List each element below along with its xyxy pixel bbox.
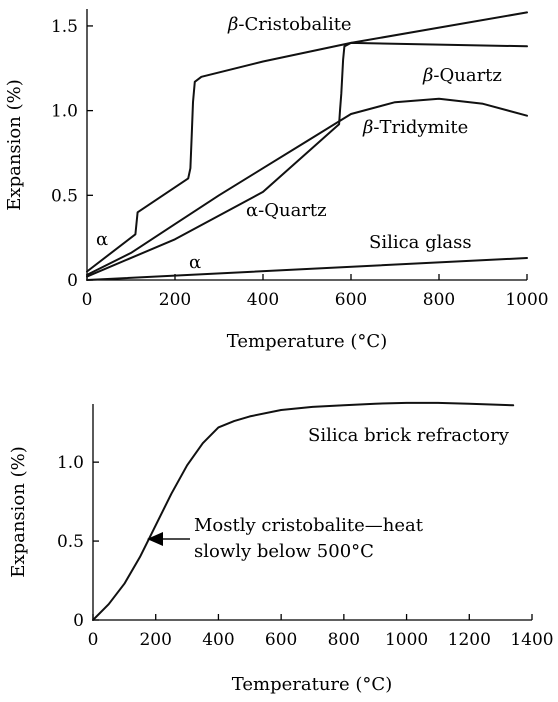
bottom-y-tick-label: 0 bbox=[73, 611, 84, 631]
label-silica-glass: Silica glass bbox=[369, 232, 472, 253]
bottom-x-ticks: 0 200 400 600 800 1000 1200 1400 bbox=[88, 614, 554, 650]
label-beta-cristobalite-name: -Cristobalite bbox=[238, 14, 351, 35]
label-beta-tridymite-prefix: β bbox=[362, 117, 373, 138]
top-y-tick-label: 1.0 bbox=[51, 102, 78, 122]
bottom-x-tick-label: 1000 bbox=[385, 630, 428, 650]
bottom-series-line-silica-brick-refractory bbox=[92, 401, 515, 621]
top-x-tick-label: 1000 bbox=[505, 290, 548, 310]
bottom-x-tick-label: 0 bbox=[88, 630, 99, 650]
bottom-x-tick-label: 1200 bbox=[448, 630, 491, 650]
top-x-axis-label: Temperature (°C) bbox=[227, 331, 387, 352]
label-beta-quartz: β-Quartz bbox=[422, 65, 502, 86]
top-x-tick-label: 600 bbox=[335, 290, 367, 310]
top-x-ticks: 0 200 400 600 800 1000 bbox=[82, 274, 549, 310]
note-arrow-head bbox=[147, 532, 163, 546]
bottom-x-tick-label: 1400 bbox=[510, 630, 553, 650]
label-beta-tridymite-name: -Tridymite bbox=[373, 117, 468, 138]
top-x-tick-label: 400 bbox=[247, 290, 279, 310]
label-beta-quartz-prefix: β bbox=[422, 65, 433, 86]
bottom-series-group bbox=[92, 401, 515, 621]
label-beta-tridymite: β-Tridymite bbox=[362, 117, 468, 138]
bottom-x-tick-label: 600 bbox=[265, 630, 297, 650]
bottom-y-tick-label: 1.0 bbox=[57, 453, 84, 473]
label-silica-brick: Silica brick refractory bbox=[308, 425, 510, 446]
top-y-tick-label: 0.5 bbox=[51, 186, 78, 206]
top-y-tick-label: 1.5 bbox=[51, 17, 78, 37]
top-y-axis-label: Expansion (%) bbox=[4, 79, 25, 210]
bottom-x-tick-label: 400 bbox=[202, 630, 234, 650]
top-series-line-silica-glass bbox=[86, 257, 528, 281]
top-y-ticks: 0 0.5 1.0 1.5 bbox=[51, 17, 93, 291]
note-line-2: slowly below 500°C bbox=[194, 541, 374, 562]
bottom-y-axis-label: Expansion (%) bbox=[8, 446, 29, 577]
top-x-tick-label: 0 bbox=[82, 290, 93, 310]
chart-top: 0 0.5 1.0 1.5 0 200 400 600 800 1000 Temperature… bbox=[4, 9, 549, 352]
top-x-tick-label: 800 bbox=[423, 290, 455, 310]
note-line-1: Mostly cristobalite—heat bbox=[194, 515, 424, 536]
bottom-x-tick-label: 800 bbox=[328, 630, 360, 650]
label-alpha-quartz: α-Quartz bbox=[246, 200, 327, 221]
bottom-y-ticks: 0 0.5 1.0 bbox=[57, 453, 99, 631]
top-x-tick-label: 200 bbox=[159, 290, 191, 310]
bottom-x-tick-label: 200 bbox=[139, 630, 171, 650]
bottom-x-axis-label: Temperature (°C) bbox=[232, 674, 392, 695]
top-series-line-tridymite bbox=[86, 97, 528, 276]
chart-bottom: 0 0.5 1.0 0 200 400 600 800 1000 1200 1400 Temper… bbox=[8, 401, 554, 695]
top-series-group bbox=[86, 11, 528, 281]
label-beta-quartz-name: -Quartz bbox=[433, 65, 501, 86]
top-series-line-quartz bbox=[86, 41, 528, 278]
bottom-y-tick-label: 0.5 bbox=[57, 532, 84, 552]
label-beta-cristobalite: β-Cristobalite bbox=[227, 14, 352, 35]
label-beta-cristobalite-prefix: β bbox=[227, 14, 238, 35]
top-y-tick-label: 0 bbox=[67, 271, 78, 291]
label-alpha-mid: α bbox=[189, 252, 201, 273]
label-alpha-low: α bbox=[96, 229, 108, 250]
